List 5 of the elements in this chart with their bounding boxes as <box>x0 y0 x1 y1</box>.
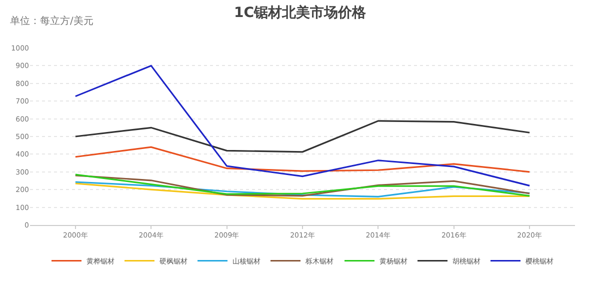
line-series <box>74 146 530 173</box>
line-series <box>74 64 530 187</box>
chart-subtitle: 单位：每立方/美元 <box>10 15 94 27</box>
chart-title: 1C锯材北美市场价格 <box>234 4 368 21</box>
line-series <box>74 120 530 153</box>
